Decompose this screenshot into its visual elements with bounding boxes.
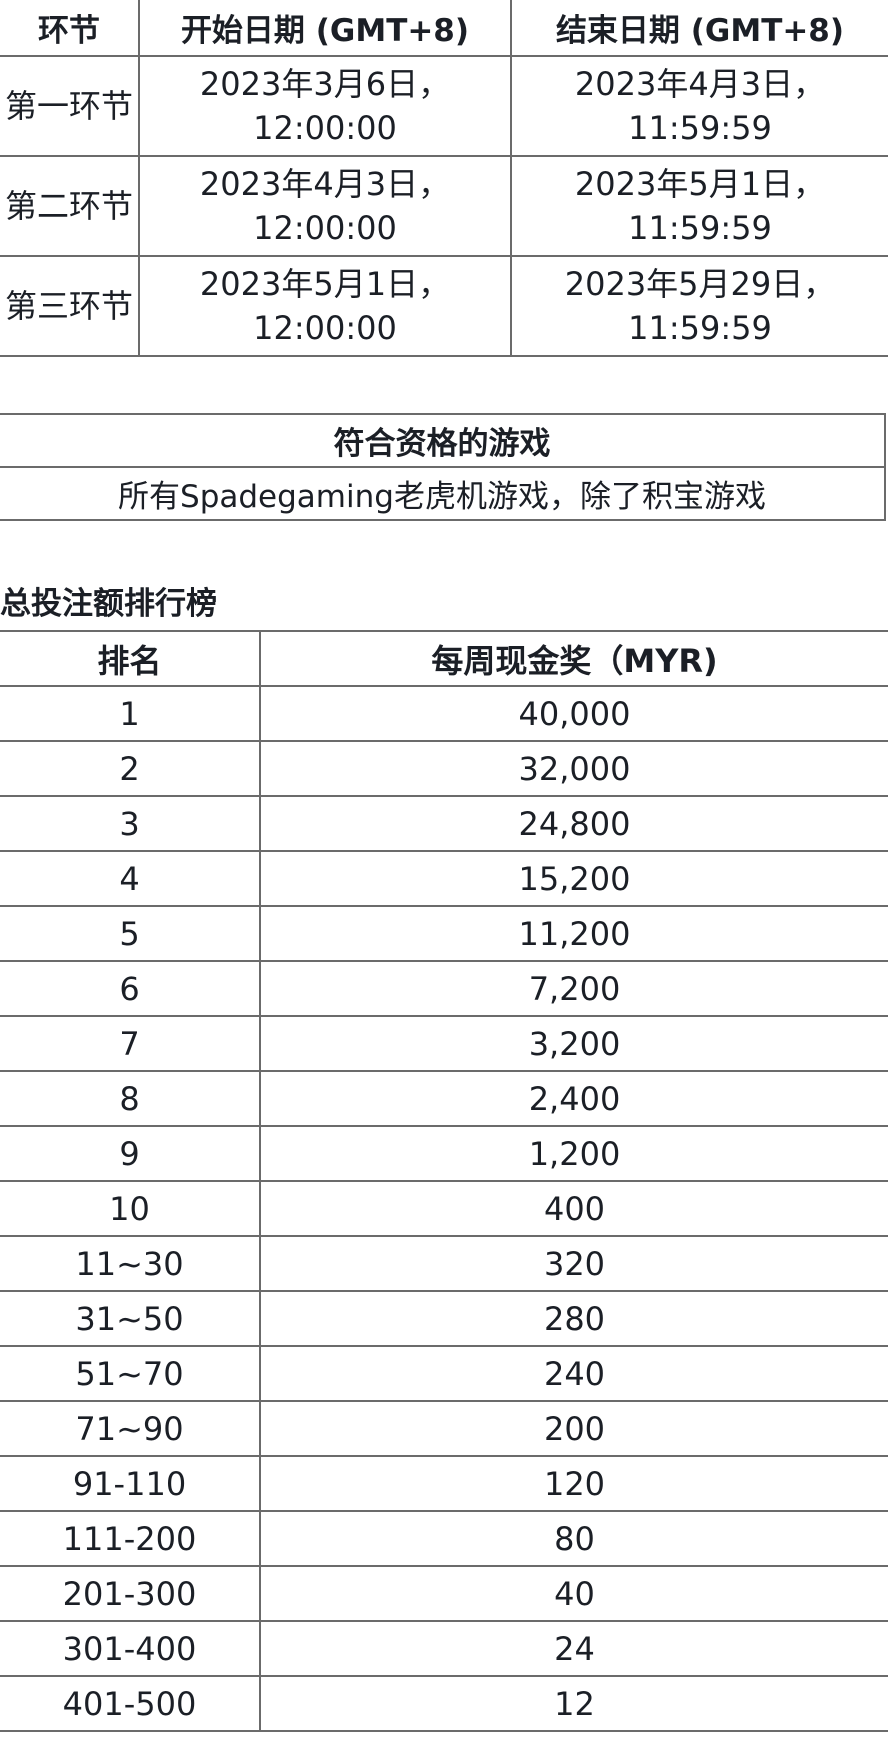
rank-cell: 401-500 bbox=[0, 1675, 261, 1732]
leaderboard-row: 91-110 120 bbox=[0, 1455, 888, 1512]
prize-cell: 11,200 bbox=[259, 905, 888, 962]
rank-cell: 3 bbox=[0, 795, 261, 852]
rank-cell: 111-200 bbox=[0, 1510, 261, 1567]
rank-cell: 9 bbox=[0, 1125, 261, 1182]
rank-cell: 5 bbox=[0, 905, 261, 962]
leaderboard-row: 8 2,400 bbox=[0, 1070, 888, 1127]
prize-cell: 120 bbox=[259, 1455, 888, 1512]
prize-cell: 40,000 bbox=[259, 685, 888, 742]
leaderboard-row: 301-400 24 bbox=[0, 1620, 888, 1677]
prize-cell: 32,000 bbox=[259, 740, 888, 797]
stage-cell: 第一环节 bbox=[0, 55, 140, 157]
leaderboard-row: 10 400 bbox=[0, 1180, 888, 1237]
prize-cell: 1,200 bbox=[259, 1125, 888, 1182]
leaderboard-row: 401-500 12 bbox=[0, 1675, 888, 1732]
leaderboard-row: 201-300 40 bbox=[0, 1565, 888, 1622]
rank-cell: 301-400 bbox=[0, 1620, 261, 1677]
leaderboard-header-row: 排名 每周现金奖（MYR) bbox=[0, 630, 888, 687]
prize-cell: 80 bbox=[259, 1510, 888, 1567]
schedule-row: 第三环节 2023年5月1日，12:00:00 2023年5月29日，11:59:5… bbox=[0, 255, 888, 357]
stage-cell: 第二环节 bbox=[0, 155, 140, 257]
prize-cell: 7,200 bbox=[259, 960, 888, 1017]
prize-cell: 280 bbox=[259, 1290, 888, 1347]
stage-cell: 第三环节 bbox=[0, 255, 140, 357]
end-date-cell: 2023年4月3日，11:59:59 bbox=[510, 55, 888, 157]
rank-cell: 4 bbox=[0, 850, 261, 907]
rank-cell: 71~90 bbox=[0, 1400, 261, 1457]
end-date-cell: 2023年5月1日，11:59:59 bbox=[510, 155, 888, 257]
leaderboard-row: 111-200 80 bbox=[0, 1510, 888, 1567]
rank-cell: 31~50 bbox=[0, 1290, 261, 1347]
prize-cell: 40 bbox=[259, 1565, 888, 1622]
leaderboard-table: 排名 每周现金奖（MYR) 1 40,000 2 32,000 3 24,800 4 15,2… bbox=[0, 630, 888, 1732]
prize-cell: 24 bbox=[259, 1620, 888, 1677]
start-date-cell: 2023年4月3日，12:00:00 bbox=[138, 155, 512, 257]
prize-cell: 320 bbox=[259, 1235, 888, 1292]
leaderboard-row: 71~90 200 bbox=[0, 1400, 888, 1457]
rank-cell: 6 bbox=[0, 960, 261, 1017]
rank-cell: 10 bbox=[0, 1180, 261, 1237]
start-date-cell: 2023年5月1日，12:00:00 bbox=[138, 255, 512, 357]
leaderboard-row: 31~50 280 bbox=[0, 1290, 888, 1347]
header-stage: 环节 bbox=[0, 0, 140, 57]
start-date-cell: 2023年3月6日，12:00:00 bbox=[138, 55, 512, 157]
prize-cell: 15,200 bbox=[259, 850, 888, 907]
rank-cell: 11~30 bbox=[0, 1235, 261, 1292]
leaderboard-row: 9 1,200 bbox=[0, 1125, 888, 1182]
leaderboard-title: 总投注额排行榜 bbox=[0, 586, 217, 622]
rank-cell: 7 bbox=[0, 1015, 261, 1072]
header-weekly-cash-prize: 每周现金奖（MYR) bbox=[259, 630, 888, 687]
leaderboard-row: 11~30 320 bbox=[0, 1235, 888, 1292]
prize-cell: 400 bbox=[259, 1180, 888, 1237]
prize-cell: 12 bbox=[259, 1675, 888, 1732]
leaderboard-row: 1 40,000 bbox=[0, 685, 888, 742]
leaderboard-row: 5 11,200 bbox=[0, 905, 888, 962]
prize-cell: 240 bbox=[259, 1345, 888, 1402]
rank-cell: 91-110 bbox=[0, 1455, 261, 1512]
schedule-row: 第一环节 2023年3月6日，12:00:00 2023年4月3日，11:59:59 bbox=[0, 55, 888, 157]
prize-cell: 2,400 bbox=[259, 1070, 888, 1127]
leaderboard-row: 51~70 240 bbox=[0, 1345, 888, 1402]
rank-cell: 8 bbox=[0, 1070, 261, 1127]
schedule-row: 第二环节 2023年4月3日，12:00:00 2023年5月1日，11:59:59 bbox=[0, 155, 888, 257]
leaderboard-row: 7 3,200 bbox=[0, 1015, 888, 1072]
rank-cell: 2 bbox=[0, 740, 261, 797]
rank-cell: 1 bbox=[0, 685, 261, 742]
header-rank: 排名 bbox=[0, 630, 261, 687]
header-start-date: 开始日期 (GMT+8) bbox=[138, 0, 512, 57]
schedule-header-row: 环节 开始日期 (GMT+8) 结束日期 (GMT+8) bbox=[0, 0, 888, 57]
leaderboard-row: 3 24,800 bbox=[0, 795, 888, 852]
header-end-date: 结束日期 (GMT+8) bbox=[510, 0, 888, 57]
eligible-games-table: 符合资格的游戏 所有Spadegaming老虎机游戏，除了积宝游戏 bbox=[0, 413, 886, 521]
eligible-games-value: 所有Spadegaming老虎机游戏，除了积宝游戏 bbox=[0, 466, 886, 521]
schedule-table: 环节 开始日期 (GMT+8) 结束日期 (GMT+8) 第一环节 2023年3月… bbox=[0, 0, 888, 357]
leaderboard-row: 6 7,200 bbox=[0, 960, 888, 1017]
eligible-games-header: 符合资格的游戏 bbox=[0, 413, 886, 468]
rank-cell: 51~70 bbox=[0, 1345, 261, 1402]
end-date-cell: 2023年5月29日，11:59:59 bbox=[510, 255, 888, 357]
prize-cell: 24,800 bbox=[259, 795, 888, 852]
prize-cell: 200 bbox=[259, 1400, 888, 1457]
leaderboard-row: 4 15,200 bbox=[0, 850, 888, 907]
leaderboard-row: 2 32,000 bbox=[0, 740, 888, 797]
rank-cell: 201-300 bbox=[0, 1565, 261, 1622]
prize-cell: 3,200 bbox=[259, 1015, 888, 1072]
